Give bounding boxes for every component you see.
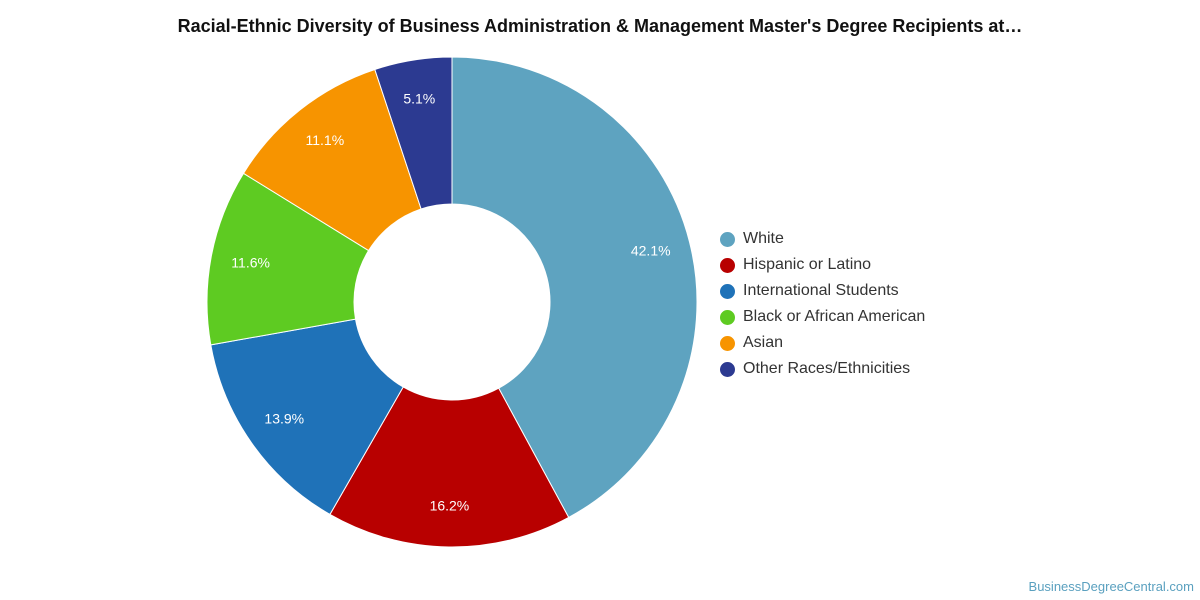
legend-label: Asian (743, 334, 784, 351)
slice-other-races-ethnicities[interactable] (374, 56, 453, 210)
slice-hispanic-or-latino[interactable] (329, 386, 570, 548)
slice-labels: 42.1% 16.2% 13.9% 11.6% 11.1% 5.1% (231, 90, 670, 513)
slice-white[interactable] (451, 56, 698, 519)
legend-label: Black or African American (743, 308, 926, 325)
slice-value-label: 16.2% (430, 498, 470, 514)
legend-label: White (743, 230, 784, 247)
legend-item[interactable]: Black or African American (720, 304, 925, 330)
slice-value-label: 42.1% (631, 242, 671, 258)
legend-swatch-icon (720, 283, 735, 299)
legend-item[interactable]: Hispanic or Latino (720, 252, 925, 278)
legend-label: Other Races/Ethnicities (743, 360, 911, 377)
legend-label: International Students (743, 282, 899, 299)
legend-item[interactable]: White (720, 226, 925, 252)
slice-value-label: 13.9% (264, 411, 304, 427)
slice-value-label: 11.6% (231, 254, 270, 270)
legend-swatch-icon (720, 231, 735, 247)
legend-swatch-icon (720, 361, 735, 377)
slice-asian[interactable] (242, 68, 422, 252)
legend-item[interactable]: International Students (720, 278, 925, 304)
legend-item[interactable]: Asian (720, 330, 925, 356)
chart-title: Racial-Ethnic Diversity of Business Admi… (177, 16, 1023, 36)
slice-black-or-african-american[interactable] (206, 172, 370, 346)
slice-value-label: 5.1% (403, 90, 435, 106)
legend-label: Hispanic or Latino (743, 256, 872, 273)
slice-value-label: 11.1% (305, 132, 344, 148)
legend-swatch-icon (720, 335, 735, 351)
source-watermark[interactable]: BusinessDegreeCentral.com (1028, 579, 1194, 594)
legend-swatch-icon (720, 257, 735, 273)
donut-slices (206, 56, 698, 548)
chart-legend: White Hispanic or Latino International Stu… (720, 226, 925, 382)
slice-international-students[interactable] (210, 318, 404, 516)
legend-item[interactable]: Other Races/Ethnicities (720, 356, 925, 382)
legend-swatch-icon (720, 309, 735, 325)
